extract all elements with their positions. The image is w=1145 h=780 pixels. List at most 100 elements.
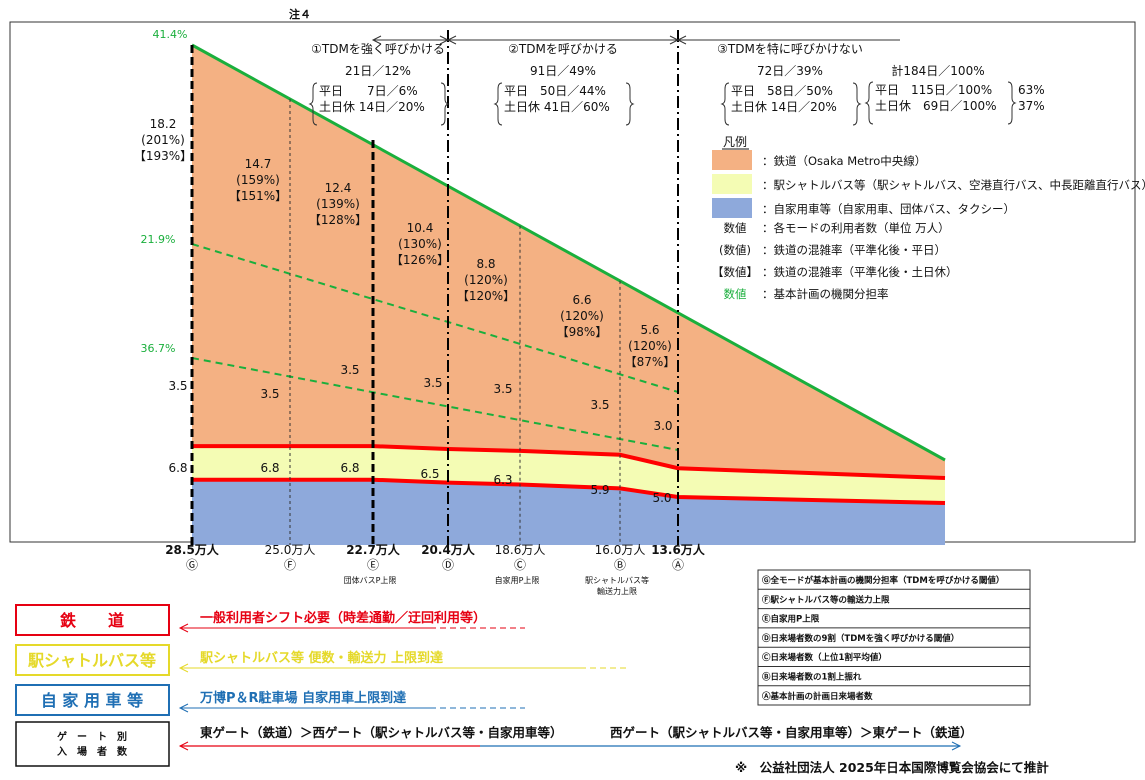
gate-arrow-left-head <box>178 741 189 751</box>
period-2-brace-right <box>625 82 635 126</box>
legend-note-text: ：基本計画の機関分担率 <box>762 287 889 301</box>
period-1-title: ①TDMを強く呼びかける <box>311 42 445 56</box>
total-brace-left <box>864 81 874 125</box>
period-2-title: ②TDMを呼びかける <box>508 42 618 56</box>
shuttle-value: 3.5 <box>340 363 359 377</box>
mode-label: 自 家 用 車 等 <box>41 691 143 710</box>
shuttle-value: 3.5 <box>493 382 512 396</box>
point-marker: Ⓓ <box>442 558 454 572</box>
total-line <box>191 43 946 462</box>
car-value: 6.3 <box>493 473 512 487</box>
car-area <box>192 479 945 545</box>
rail-holiday-rate: 【128%】 <box>309 213 367 227</box>
marker-legend-item: Ⓐ基本計画の計画日来場者数 <box>762 691 873 702</box>
period3-arrow-head <box>676 35 687 45</box>
share-label-top: 41.4% <box>153 28 188 41</box>
shuttle-car-boundary <box>192 477 946 505</box>
mode-arrow-text: 一般利用者シフト必要（時差通勤／迂回利用等） <box>200 610 486 626</box>
mode-label: 鉄 道 <box>60 611 124 630</box>
rail-weekday-rate: (130%) <box>398 237 442 251</box>
marker-legend-item: Ⓖ全モードが基本計画の機関分担率（TDMを呼びかける閾値） <box>762 575 1004 586</box>
marker-legend: Ⓖ全モードが基本計画の機関分担率（TDMを呼びかける閾値） Ⓕ駅シャトルバス等の輸… <box>757 569 1031 706</box>
period-3-brace-left <box>720 82 730 126</box>
mode-box <box>15 604 170 636</box>
mode-arrow-text: 駅シャトルバス等 便数・輸送力 上限到達 <box>199 650 443 666</box>
marker-legend-item: Ⓔ自家用P上限 <box>762 614 820 625</box>
point-sub-label: 自家用P上限 <box>495 575 540 585</box>
mode-box <box>15 684 170 716</box>
period-2-weekday: 平日 50日／44% <box>504 84 606 98</box>
rail-weekday-rate: (139%) <box>316 197 360 211</box>
rail-weekday-rate: (120%) <box>464 273 508 287</box>
rail-holiday-rate: 【87%】 <box>625 355 676 369</box>
legend-note-key: 数値 <box>724 221 747 235</box>
legend-item-label: ：鉄道（Osaka Metro中央線） <box>762 154 926 168</box>
period-3-days: 72日／39% <box>757 64 823 78</box>
share-label-low: 36.7% <box>141 342 176 355</box>
rail-weekday-rate: (159%) <box>236 173 280 187</box>
period-1-days: 21日／12% <box>345 64 411 78</box>
legend-note-key: 【数値】 <box>712 265 758 279</box>
shuttle-value: 3.0 <box>653 419 672 433</box>
gate-label: 入 場 者 数 <box>57 745 128 758</box>
car-value: 5.0 <box>652 491 671 505</box>
rail-value: 18.2 <box>150 117 177 131</box>
gate-left-text: 東ゲート（鉄道）＞西ゲート（駅シャトルバス等・自家用車等） <box>200 725 563 740</box>
marker-legend-item: Ⓒ日来場者数（上位1割平均値） <box>762 652 887 663</box>
mode-label: 駅シャトルバス等 <box>27 651 156 670</box>
period-3-title: ③TDMを特に呼びかけない <box>717 41 863 56</box>
legend-item-label: ：自家用車等（自家用車、団体バス、タクシー） <box>762 202 1015 216</box>
total-visitors: 25.0万人 <box>265 543 316 557</box>
rail-weekday-rate: (201%) <box>141 133 185 147</box>
rail-shuttle-boundary <box>192 444 946 480</box>
gate-arrow-right-head <box>951 741 962 751</box>
point-sub-label: 駅シャトルバス等 <box>585 575 649 585</box>
total-weekday-pct: 63% <box>1018 83 1045 97</box>
mode-row-1: 駅シャトルバス等 駅シャトルバス等 便数・輸送力 上限到達 <box>15 644 630 676</box>
period-1-brace-left <box>308 82 318 126</box>
rail-value: 8.8 <box>476 257 495 271</box>
marker-legend-item: Ⓑ日来場者数の1割上振れ <box>762 672 862 683</box>
car-value: 6.8 <box>260 461 279 475</box>
car-value: 5.9 <box>590 483 609 497</box>
period-3-brace-right <box>852 82 862 126</box>
total-block: 計184日／100% 平日 115日／100% 土日休 69日／100% 63% 37% <box>864 63 1045 125</box>
period-1-brace-right <box>440 82 450 126</box>
shuttle-value: 3.5 <box>423 376 442 390</box>
shuttle-value: 3.5 <box>590 398 609 412</box>
point-marker: Ⓒ <box>514 558 526 572</box>
mode-arrow-head <box>178 623 189 633</box>
period-1: ①TDMを強く呼びかける 21日／12% 平日 7日／6% 土日休 14日／20% <box>308 42 450 126</box>
mode-box <box>15 644 170 676</box>
note-top: 注４ <box>289 7 311 21</box>
car-share-line <box>191 357 679 451</box>
rail-value: 14.7 <box>245 157 272 171</box>
point-sub-label: 団体バスP上限 <box>344 575 397 585</box>
gate-row: ゲ ー ト 別入 場 者 数 東ゲート（鉄道）＞西ゲート（駅シャトルバス等・自家用… <box>15 721 973 767</box>
shuttle-value: 3.5 <box>168 379 187 393</box>
gate-box <box>15 721 170 767</box>
total-brace-right <box>1007 81 1017 125</box>
legend-note-key: (数値) <box>719 243 751 257</box>
source-note: ※ 公益社団法人 2025年日本国際博覧会協会にて推計 <box>735 760 1049 775</box>
period2-arrow-head-left <box>446 35 457 45</box>
point-marker: Ⓑ <box>614 558 626 572</box>
point-marker: Ⓖ <box>186 558 198 572</box>
total-visitors: 13.6万人 <box>651 542 706 557</box>
rail-holiday-rate: 【98%】 <box>557 325 608 339</box>
period-2: ②TDMを呼びかける 91日／49% 平日 50日／44% 土日休 41日／60% <box>493 42 635 126</box>
point-sub-label: 輸送力上限 <box>597 586 637 596</box>
legend-swatch <box>712 198 752 218</box>
period-1-weekday: 平日 7日／6% <box>319 84 418 98</box>
rail-weekday-rate: (120%) <box>628 339 672 353</box>
car-value: 6.8 <box>168 461 187 475</box>
mode-row-0: 鉄 道 一般利用者シフト必要（時差通勤／迂回利用等） <box>15 604 525 636</box>
